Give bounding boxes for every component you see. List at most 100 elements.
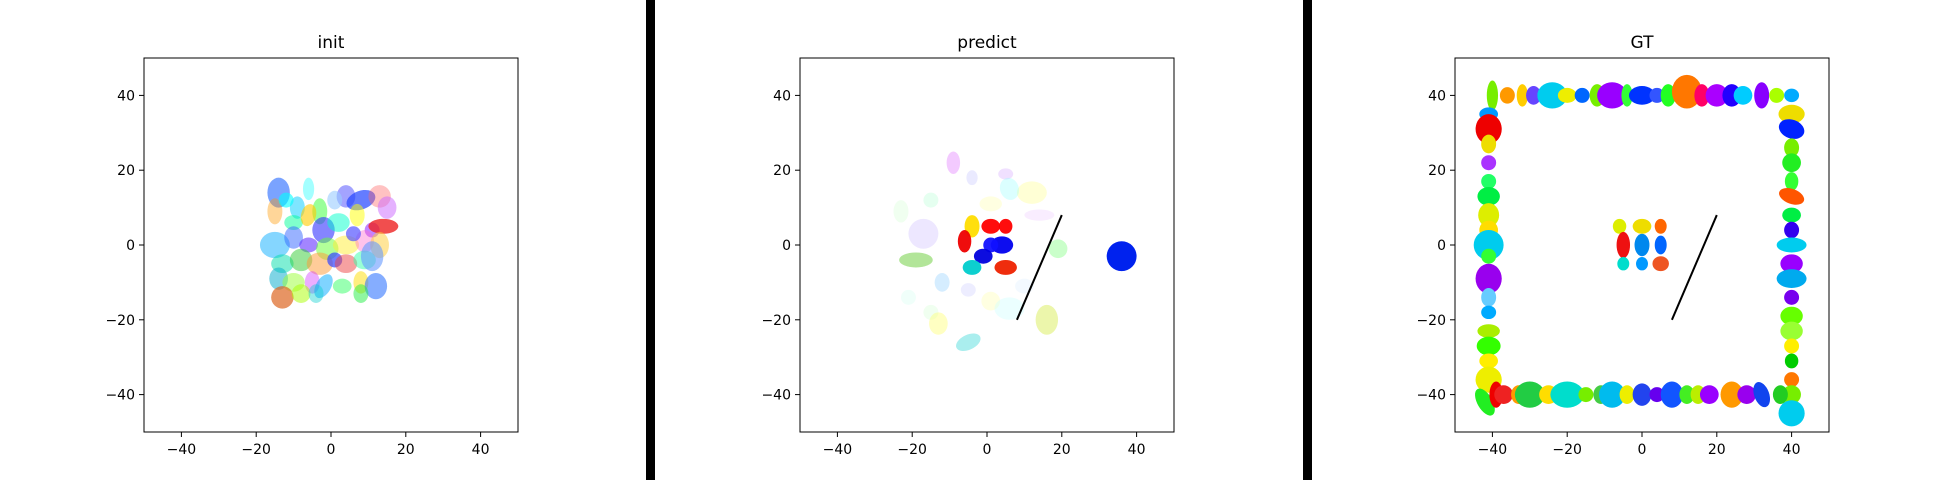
- y-tick-label: 40: [773, 88, 791, 104]
- ellipse-mark: [368, 218, 399, 234]
- x-tick-label: 0: [983, 442, 992, 458]
- ellipse-mark: [1733, 86, 1753, 105]
- ellipse-mark: [327, 190, 343, 210]
- y-tick-label: −40: [761, 388, 791, 404]
- ellipse-mark: [1598, 381, 1626, 408]
- ellipse-mark: [957, 230, 972, 253]
- ellipse-mark: [1035, 304, 1059, 335]
- ellipse-mark: [956, 333, 981, 351]
- ellipse-mark: [1778, 119, 1805, 139]
- x-tick-label: −40: [167, 442, 197, 458]
- ellipse-mark: [1475, 263, 1502, 294]
- panel-0: −40 −20 0 20 40 40 20 0 −20 −40 init: [105, 33, 519, 458]
- ellipse-mark: [1778, 104, 1805, 124]
- y-tick-label: −40: [1416, 388, 1446, 404]
- ellipse-mark: [1550, 381, 1585, 408]
- ellipse-mark: [1699, 385, 1719, 404]
- ellipse-mark: [1782, 153, 1801, 173]
- ellipse-mark: [908, 218, 939, 249]
- ellipse-mark: [893, 200, 909, 223]
- y-tick-label: 0: [782, 238, 791, 254]
- ellipse-mark: [1776, 269, 1807, 289]
- ellipse-mark: [1616, 231, 1631, 259]
- ellipse-mark: [1048, 239, 1068, 259]
- ellipse-mark: [1784, 88, 1800, 103]
- ellipse-mark: [1779, 188, 1805, 205]
- ellipse-mark: [994, 259, 1017, 275]
- ellipse-mark: [1780, 321, 1803, 341]
- ellipse-mark: [1499, 87, 1515, 104]
- ellipse-mark: [1778, 400, 1805, 427]
- ellipse-mark: [934, 273, 950, 292]
- ellipse-mark: [302, 177, 315, 201]
- y-tick-label: 0: [1437, 238, 1446, 254]
- ellipse-mark: [1476, 336, 1501, 356]
- x-tick-label: −20: [1552, 442, 1582, 458]
- ellipse-mark: [1784, 353, 1799, 369]
- y-tick-label: 20: [773, 163, 791, 179]
- ellipse-mark: [289, 248, 313, 272]
- ellipse-mark: [289, 196, 305, 219]
- ellipse-mark: [1652, 256, 1669, 272]
- ellipse-mark: [1612, 218, 1627, 234]
- ellipse-mark: [327, 213, 350, 232]
- ellipse-mark: [278, 192, 294, 208]
- ellipse-mark: [1514, 381, 1545, 408]
- ellipse-mark: [1024, 209, 1055, 221]
- ellipse-mark: [1784, 221, 1800, 239]
- ellipse-mark: [1694, 84, 1710, 107]
- ellipse-mark: [1481, 288, 1497, 307]
- ellipse-mark: [1654, 235, 1667, 255]
- ellipse-mark: [299, 237, 318, 253]
- x-tick-label: −20: [897, 442, 927, 458]
- ellipse-mark: [1634, 233, 1650, 257]
- ellipse-mark: [1478, 203, 1500, 228]
- ellipse-mark: [1671, 74, 1702, 109]
- ellipse-mark: [929, 312, 948, 335]
- ellipse-mark: [332, 278, 352, 294]
- ellipse-mark: [999, 177, 1020, 200]
- ellipse-mark: [946, 151, 961, 174]
- ellipse-mark: [1780, 254, 1803, 274]
- ellipse-mark: [1636, 256, 1648, 271]
- ellipse-mark: [1479, 353, 1499, 369]
- plot-area: [259, 177, 399, 309]
- ellipse-mark: [267, 198, 283, 225]
- ellipse-mark: [284, 226, 303, 249]
- panel-title: init: [318, 33, 345, 53]
- ellipse-mark: [1106, 241, 1137, 272]
- x-tick-label: 20: [1053, 442, 1071, 458]
- y-tick-label: 20: [1428, 163, 1446, 179]
- ellipse-mark: [1481, 155, 1497, 171]
- x-tick-label: 0: [327, 442, 336, 458]
- x-tick-label: −40: [1478, 442, 1508, 458]
- ellipse-mark: [1753, 382, 1771, 408]
- y-tick-label: −20: [105, 313, 135, 329]
- ellipse-mark: [900, 289, 916, 305]
- panel-separator-left: [646, 0, 655, 480]
- ellipse-mark: [1784, 289, 1800, 305]
- ellipse-mark: [1475, 114, 1502, 145]
- ellipse-mark: [979, 196, 1002, 212]
- ellipse-mark: [1526, 86, 1542, 105]
- ellipse-mark: [1780, 306, 1803, 326]
- ellipse-mark: [1649, 387, 1665, 403]
- ellipse-mark: [349, 203, 365, 227]
- ellipse-mark: [1784, 172, 1799, 191]
- y-tick-label: 20: [117, 163, 135, 179]
- ellipse-mark: [1617, 256, 1630, 271]
- ellipse-mark: [1481, 173, 1497, 189]
- ellipse-mark: [1494, 385, 1513, 404]
- ellipse-mark: [1621, 84, 1633, 107]
- ellipse-mark: [1597, 82, 1628, 109]
- panel-2: −40 −20 0 20 40 40 20 0 −20 −40 GT: [1416, 33, 1830, 458]
- line-segment-mark: [1016, 214, 1063, 321]
- ellipse-mark: [259, 231, 290, 259]
- ellipse-mark: [1632, 218, 1652, 234]
- ellipse-mark: [998, 218, 1013, 234]
- ellipse-mark: [1737, 385, 1757, 404]
- ellipse-mark: [1679, 385, 1695, 404]
- ellipse-mark: [1477, 187, 1500, 206]
- ellipse-mark: [345, 226, 361, 242]
- ellipse-mark: [1660, 84, 1676, 107]
